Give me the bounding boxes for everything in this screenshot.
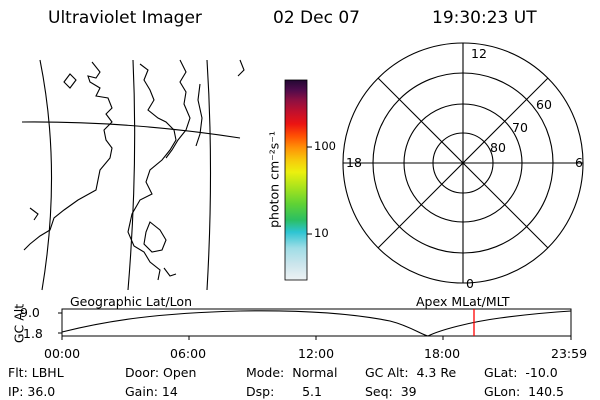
coastline-8 xyxy=(163,267,177,277)
coastline-9 xyxy=(29,207,39,221)
coastline-6 xyxy=(237,59,245,77)
mlt-label-18: 18 xyxy=(346,155,362,170)
colorbar-gradient xyxy=(284,79,308,281)
altitude-x-tick-18: 18:00 xyxy=(424,346,461,361)
apex-caption: Apex MLat/MLT xyxy=(416,294,510,309)
altitude-y-bottom: 1.8 xyxy=(23,326,43,341)
glon-info: GLon: 140.5 xyxy=(484,384,564,399)
altitude-y-top: 9.0 xyxy=(20,305,40,320)
altitude-x-tick-00: 00:00 xyxy=(44,346,81,361)
parallel-line xyxy=(21,121,241,139)
lat-label-70: 70 xyxy=(512,120,528,135)
altitude-x-tick-2359: 23:59 xyxy=(551,346,588,361)
colorbar-tick-label-10: 10 xyxy=(314,226,329,240)
mlt-label-0: 0 xyxy=(466,276,474,291)
gain-info: Gain: 14 xyxy=(125,384,178,399)
gc-alt-info: GC Alt: 4.3 Re xyxy=(365,365,457,380)
lat-label-80: 80 xyxy=(490,140,506,155)
observation-time: 19:30:23 UT xyxy=(432,8,537,28)
mode-info: Mode: Normal xyxy=(246,365,338,380)
mlt-label-6: 6 xyxy=(575,155,583,170)
coastline-5 xyxy=(195,83,203,147)
mlt-line-diag-2 xyxy=(377,77,549,249)
dsp-info: Dsp: 5.1 xyxy=(246,384,322,399)
colorbar-tick-label-100: 100 xyxy=(314,139,336,153)
altitude-x-tick-06: 06:00 xyxy=(170,346,207,361)
meridian-line-1 xyxy=(39,59,53,291)
coastline-4 xyxy=(165,59,191,159)
door-info: Door: Open xyxy=(125,365,197,380)
meridian-line-3 xyxy=(206,59,212,291)
observation-date: 02 Dec 07 xyxy=(273,8,360,28)
ip-info: IP: 36.0 xyxy=(8,384,56,399)
altitude-x-tick-12: 12:00 xyxy=(298,346,335,361)
geographic-caption: Geographic Lat/Lon xyxy=(70,294,192,309)
filter-info: Flt: LBHL xyxy=(8,365,64,380)
coastline-2 xyxy=(23,61,113,251)
coastline-7 xyxy=(143,221,167,253)
meridian-line-2 xyxy=(127,59,136,291)
coastline-1 xyxy=(63,73,77,89)
coastline-3 xyxy=(127,63,177,281)
altitude-curve xyxy=(61,310,572,337)
seq-info: Seq: 39 xyxy=(365,384,417,399)
glat-info: GLat: -10.0 xyxy=(484,365,558,380)
instrument-title: Ultraviolet Imager xyxy=(48,8,202,28)
altitude-plot-frame xyxy=(61,308,572,337)
lat-label-60: 60 xyxy=(536,97,552,112)
mlt-label-12: 12 xyxy=(471,46,487,61)
